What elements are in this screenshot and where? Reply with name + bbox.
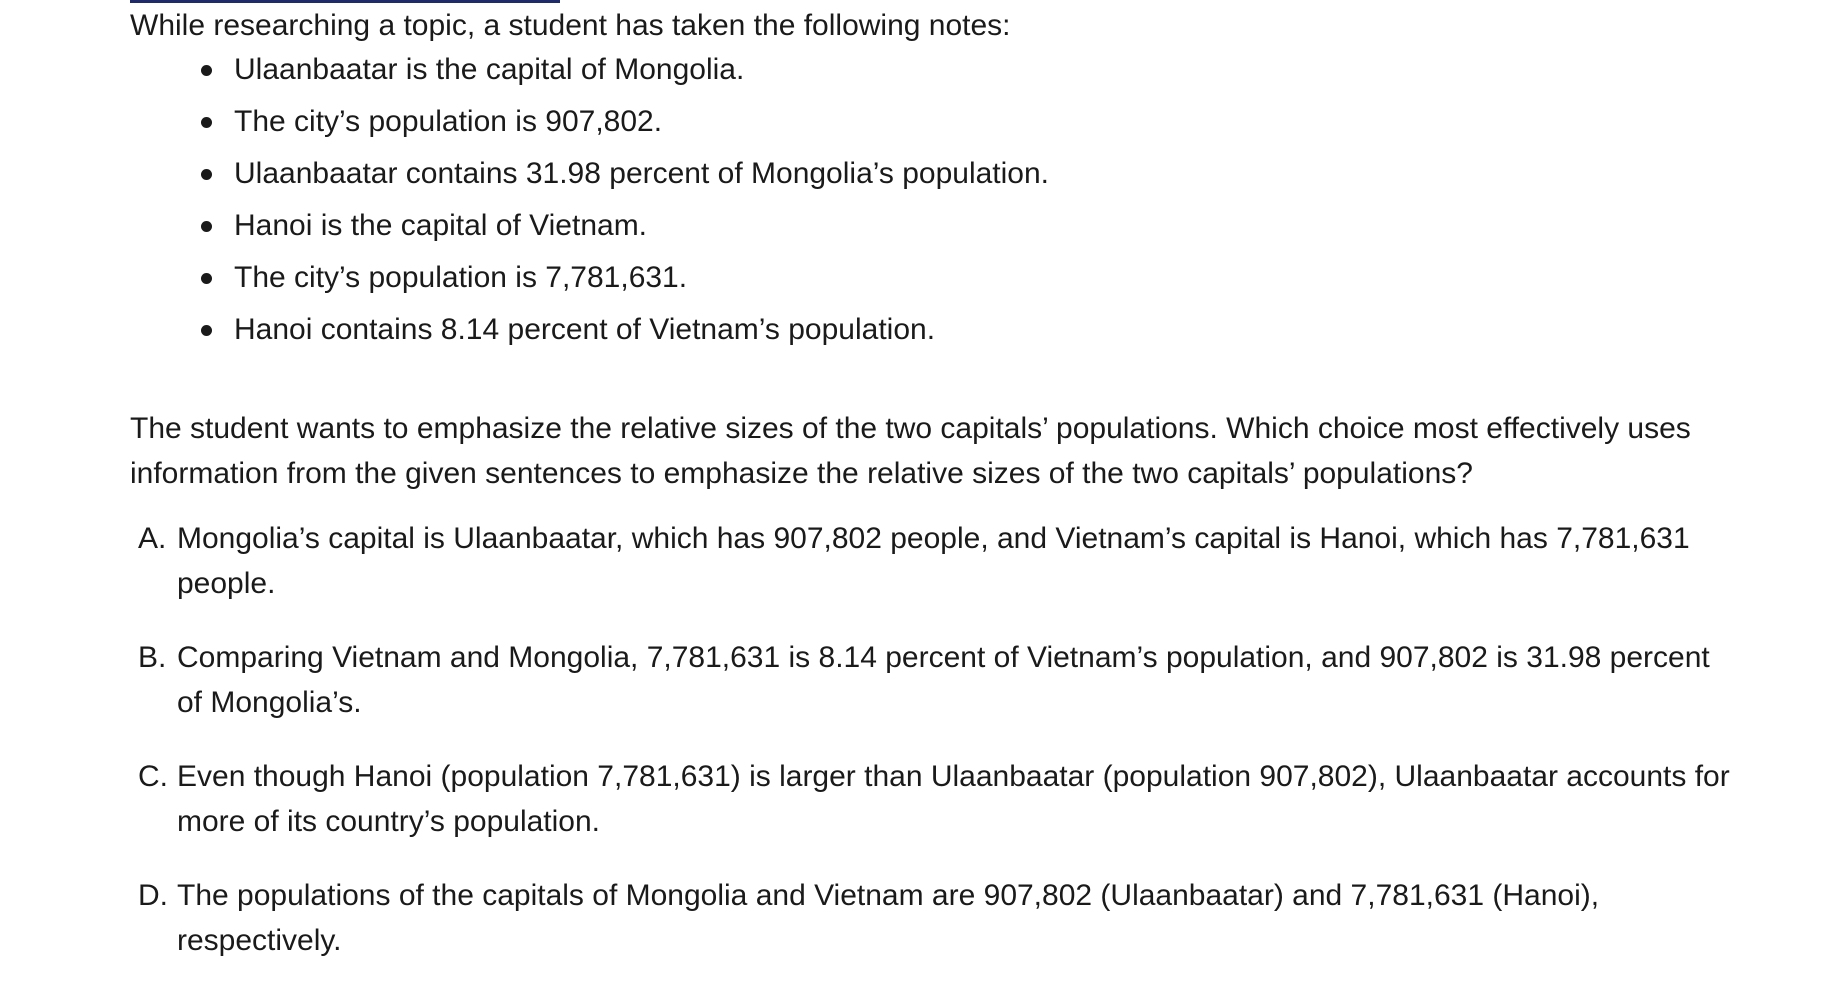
note-item: The city’s population is 907,802. [201, 102, 1730, 142]
bullet-icon [201, 65, 212, 76]
choice-letter: C. [138, 760, 168, 793]
note-item: Hanoi is the capital of Vietnam. [201, 206, 1730, 246]
note-text: Hanoi is the capital of Vietnam. [234, 209, 648, 242]
choice-letter: B. [138, 641, 167, 674]
bullet-icon [201, 117, 212, 128]
answer-choice-a[interactable]: A. Mongolia’s capital is Ulaanbaatar, wh… [130, 516, 1730, 606]
note-text: Hanoi contains 8.14 percent of Vietnam’s… [234, 313, 936, 346]
choice-text: The populations of the capitals of Mongo… [177, 879, 1600, 957]
answer-choice-d[interactable]: D. The populations of the capitals of Mo… [130, 873, 1730, 963]
bullet-icon [201, 325, 212, 336]
note-text: The city’s population is 907,802. [234, 105, 663, 138]
bullet-icon [201, 273, 212, 284]
bullet-icon [201, 169, 212, 180]
note-text: Ulaanbaatar is the capital of Mongolia. [234, 53, 745, 86]
question-passage: While researching a topic, a student has… [130, 6, 1730, 992]
choice-letter: D. [138, 879, 168, 912]
note-item: Hanoi contains 8.14 percent of Vietnam’s… [201, 310, 1730, 350]
answer-choice-b[interactable]: B. Comparing Vietnam and Mongolia, 7,781… [130, 635, 1730, 725]
answer-choice-c[interactable]: C. Even though Hanoi (population 7,781,6… [130, 754, 1730, 844]
choice-text: Mongolia’s capital is Ulaanbaatar, which… [177, 522, 1690, 600]
choice-letter: A. [138, 522, 167, 555]
note-item: The city’s population is 7,781,631. [201, 258, 1730, 298]
intro-text: While researching a topic, a student has… [130, 9, 1011, 42]
bullet-icon [201, 221, 212, 232]
choice-text: Even though Hanoi (population 7,781,631)… [177, 760, 1730, 838]
note-text: Ulaanbaatar contains 31.98 percent of Mo… [234, 157, 1050, 190]
note-item: Ulaanbaatar contains 31.98 percent of Mo… [201, 154, 1730, 194]
question-prompt: The student wants to emphasize the relat… [130, 412, 1691, 490]
choice-text: Comparing Vietnam and Mongolia, 7,781,63… [177, 641, 1710, 719]
top-divider [130, 0, 560, 3]
note-item: Ulaanbaatar is the capital of Mongolia. [201, 50, 1730, 90]
answer-choices: A. Mongolia’s capital is Ulaanbaatar, wh… [130, 516, 1730, 963]
note-text: The city’s population is 7,781,631. [234, 261, 688, 294]
notes-list: Ulaanbaatar is the capital of Mongolia. … [130, 50, 1730, 350]
